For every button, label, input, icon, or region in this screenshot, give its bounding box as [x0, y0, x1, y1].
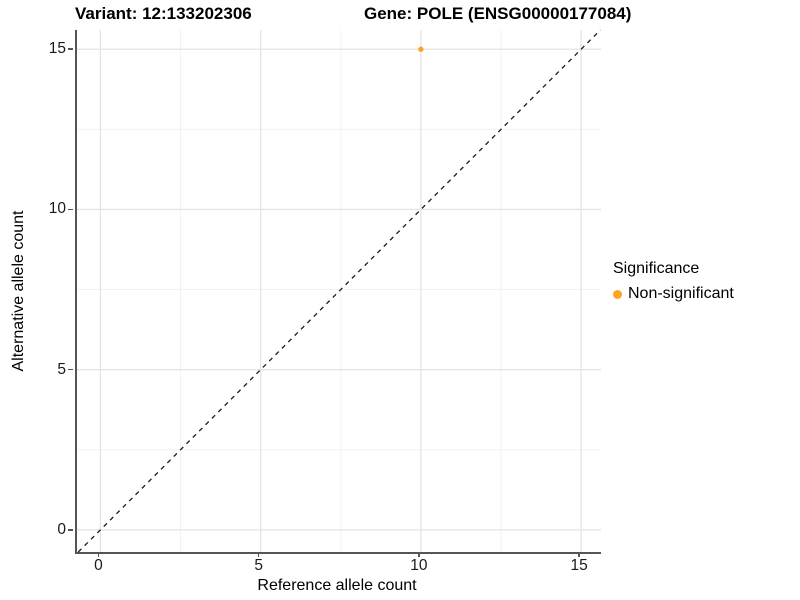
x-tick-label: 0	[94, 557, 103, 574]
legend-title: Significance	[613, 260, 700, 277]
x-tick-mark	[418, 552, 420, 557]
plot-title-gene: Gene: POLE (ENSG00000177084)	[364, 4, 632, 23]
y-axis-title: Alternative allele count	[10, 210, 27, 372]
y-tick-label: 10	[48, 200, 66, 218]
y-tick-label: 0	[57, 520, 66, 538]
y-tick-mark	[68, 208, 73, 211]
y-tick-label: 15	[48, 40, 66, 58]
y-tick-mark	[68, 368, 73, 371]
plot-title-variant: Variant: 12:133202306	[75, 4, 252, 23]
y-tick-label: 5	[57, 360, 66, 378]
y-tick-mark	[68, 48, 73, 50]
identity-dashed-line	[77, 29, 601, 553]
x-tick-label: 15	[570, 557, 588, 574]
legend-item-label: Non-significant	[628, 285, 734, 302]
x-axis-title: Reference allele count	[257, 577, 417, 594]
y-tick-mark	[68, 529, 73, 531]
plot-canvas	[77, 29, 601, 553]
legend: Significance Non-significant	[613, 260, 734, 303]
x-tick-mark	[578, 552, 580, 557]
x-tick-mark	[257, 552, 260, 557]
plot-panel	[75, 29, 601, 554]
x-tick-label: 5	[254, 557, 263, 574]
legend-items: Non-significant	[613, 285, 734, 303]
x-tick-mark	[97, 552, 100, 557]
legend-key-dot-icon	[613, 289, 622, 299]
data-point	[418, 46, 424, 52]
x-tick-label: 10	[410, 557, 428, 574]
legend-item: Non-significant	[613, 285, 734, 303]
